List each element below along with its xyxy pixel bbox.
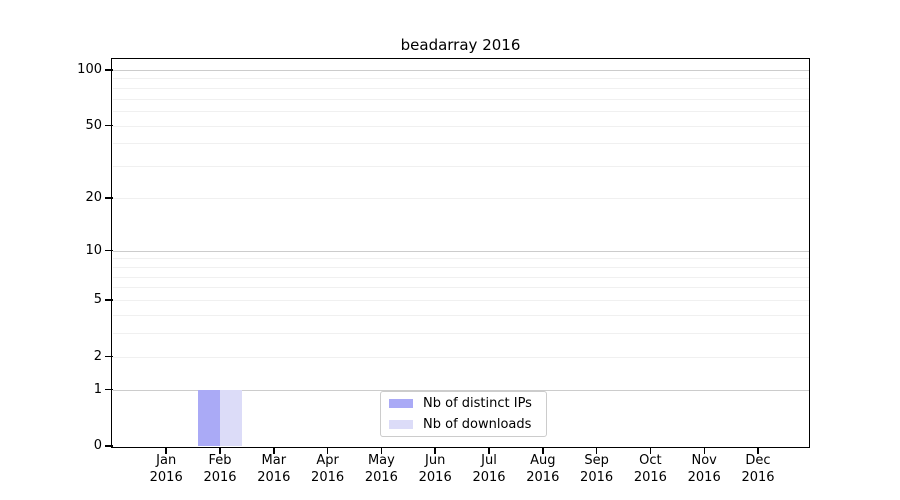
y-tick-mark xyxy=(105,69,113,71)
x-tick-mark xyxy=(219,447,221,454)
y-tick-label: 100 xyxy=(77,61,102,77)
x-tick-label: Sep 2016 xyxy=(566,452,628,486)
x-tick-label-month: Apr xyxy=(316,453,339,468)
x-tick-label: Apr 2016 xyxy=(297,452,359,486)
minor-gridline xyxy=(112,78,809,80)
x-tick-mark xyxy=(649,447,652,454)
x-tick-label-month: Jun xyxy=(425,453,446,468)
x-tick-label-year: 2016 xyxy=(257,470,291,485)
x-tick-label-year: 2016 xyxy=(687,470,721,485)
x-tick-label-year: 2016 xyxy=(203,470,237,485)
legend: Nb of distinct IPs Nb of downloads xyxy=(380,391,547,437)
legend-entry-distinct-ips: Nb of distinct IPs xyxy=(389,395,540,412)
x-tick-label-month: Mar xyxy=(261,453,287,468)
bar-downloads xyxy=(220,389,242,446)
x-tick-mark xyxy=(434,447,436,454)
major-gridline xyxy=(112,389,809,391)
minor-gridline xyxy=(112,356,809,358)
x-tick-label: Jul 2016 xyxy=(458,452,520,486)
y-tick-label: 0 xyxy=(93,438,102,453)
x-tick-label-month: Aug xyxy=(530,453,556,468)
y-tick-label: 1 xyxy=(93,381,102,397)
minor-gridline xyxy=(112,266,809,268)
x-tick-label: Feb 2016 xyxy=(189,452,251,486)
x-tick-mark xyxy=(595,447,598,454)
x-tick-label-year: 2016 xyxy=(580,470,614,485)
x-tick-label-year: 2016 xyxy=(418,470,452,485)
y-tick-label: 2 xyxy=(93,348,102,364)
minor-gridline xyxy=(112,287,809,289)
y-tick-mark xyxy=(105,388,113,391)
x-tick-label-month: Sep xyxy=(584,453,609,468)
x-tick-mark xyxy=(703,447,705,454)
minor-gridline xyxy=(112,333,809,334)
x-tick-label-month: Jul xyxy=(481,453,497,468)
x-tick-label: Jan 2016 xyxy=(135,452,197,486)
minor-gridline xyxy=(112,314,809,316)
legend-label-downloads: Nb of downloads xyxy=(423,417,532,432)
x-tick-mark xyxy=(488,447,490,454)
x-tick-label-month: Feb xyxy=(208,453,232,468)
x-tick-label: Jun 2016 xyxy=(404,452,466,486)
x-tick-label: Oct 2016 xyxy=(619,452,681,486)
x-tick-label-month: Nov xyxy=(691,453,717,468)
minor-gridline xyxy=(112,87,809,89)
x-tick-label: Mar 2016 xyxy=(243,452,305,486)
minor-gridline xyxy=(112,111,809,112)
minor-gridline xyxy=(112,300,809,301)
x-tick-mark xyxy=(542,447,544,454)
y-tick-label: 5 xyxy=(93,292,102,307)
x-tick-label-year: 2016 xyxy=(526,470,560,485)
x-tick-label-year: 2016 xyxy=(311,470,345,485)
x-tick-label-year: 2016 xyxy=(364,470,398,485)
legend-entry-downloads: Nb of downloads xyxy=(389,416,540,433)
y-tick-mark xyxy=(105,197,113,199)
minor-gridline xyxy=(112,125,809,127)
major-gridline xyxy=(112,69,809,71)
x-tick-mark xyxy=(380,447,383,454)
x-tick-label-year: 2016 xyxy=(472,470,506,485)
minor-gridline xyxy=(112,166,809,168)
minor-gridline xyxy=(112,258,809,260)
x-tick-label: May 2016 xyxy=(350,452,412,486)
y-tick-mark xyxy=(105,299,113,301)
x-tick-mark xyxy=(326,447,329,454)
x-tick-label-year: 2016 xyxy=(633,470,667,485)
x-tick-label-month: Oct xyxy=(639,453,662,468)
x-tick-label-year: 2016 xyxy=(149,470,183,485)
y-tick-mark xyxy=(105,124,113,127)
y-tick-label: 10 xyxy=(85,242,102,258)
y-tick-label: 20 xyxy=(85,189,102,205)
x-tick-label: Aug 2016 xyxy=(512,452,574,486)
x-tick-label-month: Dec xyxy=(745,453,771,468)
y-tick-mark xyxy=(105,249,113,252)
major-gridline xyxy=(112,250,809,252)
x-tick-mark xyxy=(757,447,759,454)
minor-gridline xyxy=(112,143,809,145)
y-tick-mark xyxy=(105,355,113,358)
y-tick-mark xyxy=(105,445,113,447)
x-tick-label-month: May xyxy=(367,453,395,468)
chart-title: beadarray 2016 xyxy=(400,36,521,54)
x-tick-mark xyxy=(273,447,275,454)
bar-distinct-ips xyxy=(198,389,220,446)
legend-swatch-distinct-ips xyxy=(389,399,413,408)
minor-gridline xyxy=(112,98,809,100)
x-tick-label-month: Jan xyxy=(156,453,177,468)
legend-swatch-downloads xyxy=(389,420,413,429)
legend-label-distinct-ips: Nb of distinct IPs xyxy=(423,396,532,411)
x-tick-label-year: 2016 xyxy=(741,470,775,485)
x-tick-label: Dec 2016 xyxy=(727,452,789,486)
x-tick-mark xyxy=(165,447,167,454)
x-tick-label: Nov 2016 xyxy=(673,452,735,486)
plot-border xyxy=(111,58,810,448)
y-tick-label: 50 xyxy=(85,117,102,133)
minor-gridline xyxy=(112,276,809,278)
minor-gridline xyxy=(112,197,809,199)
